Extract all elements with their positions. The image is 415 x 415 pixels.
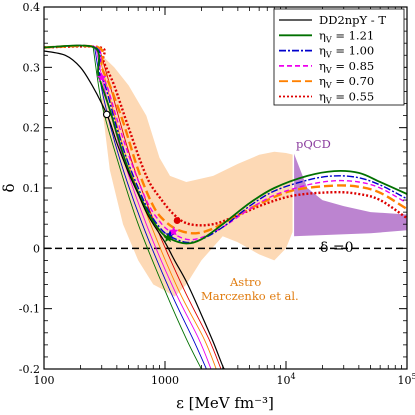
marker-open-circle-1 [102,110,111,119]
y-tick-label: 0.1 [23,182,41,195]
marker-circle-2 [173,217,181,224]
markers-layer [97,72,181,243]
x-axis-title: ε [MeV fm⁻³] [176,394,274,412]
y-tick-label: -0.2 [19,363,40,376]
y-tick-label: 0.3 [23,61,41,74]
branch-line-3 [95,47,212,369]
pqcd-label: pQCD [296,137,331,151]
pqcd-band [293,151,407,237]
zero-line-label: δ =0 [320,240,354,256]
legend-label-3: ηV = 1.00 [319,44,374,60]
legend-label-1: DD2npY - T [319,13,386,27]
marker-star-4 [168,226,179,236]
branch-line-4 [96,47,217,369]
series-line-v-1-00 [44,44,407,244]
series-line-v-0-70 [44,44,407,235]
branch-line-2 [94,47,207,369]
legend-label-2: ηV = 1.21 [319,28,374,44]
legend-label-4: ηV = 0.85 [319,59,374,75]
series-line-v-0-55 [44,45,407,227]
astro-band [101,55,294,297]
x-tick-label: 100 [34,374,55,387]
x-tick-label: 1000 [151,374,179,387]
x-tick-label: 104 [276,372,295,387]
marker-star-5 [163,233,173,243]
axes-layer: 100 1000 104 105 -0.2 -0.1 0 0.1 0.2 0.3 0.4 [19,1,415,387]
y-axis-title: δ [0,183,18,192]
y-tick-label: 0.2 [23,122,41,135]
legend-box [273,8,405,106]
lines-layer [44,44,407,369]
series-line-dd2npy-t [44,50,226,369]
legend-label-5: ηV = 0.70 [319,74,374,90]
y-tick-label: 0.4 [23,1,41,14]
y-tick-label: 0 [33,242,40,255]
series-line-v-0-85 [44,44,407,241]
y-tick-label: -0.1 [19,303,40,316]
astro-band-label-line-2: Marczenko et al. [201,289,299,303]
x-tick-label: 105 [397,372,415,387]
astro-band-label-line-1: Astro [229,275,261,289]
legend-label-6: ηV = 0.55 [319,90,374,106]
marker-star-6 [97,72,107,82]
series-line-v-1-21 [44,44,407,245]
